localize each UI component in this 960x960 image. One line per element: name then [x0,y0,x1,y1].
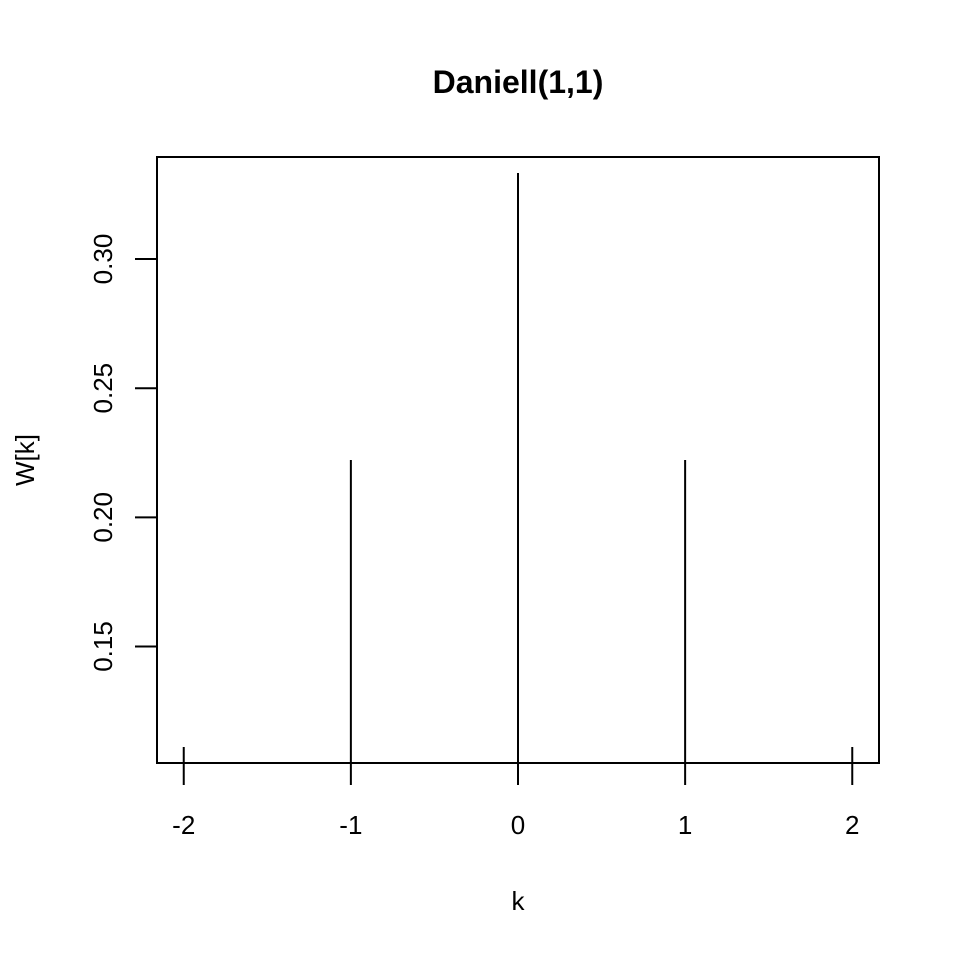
y-tick-label: 0.30 [88,234,118,285]
x-tick-label: 1 [678,810,692,840]
y-tick-label: 0.20 [88,492,118,543]
x-tick-label: -2 [172,810,195,840]
data-marks [182,173,854,763]
x-axis: -2 -1 0 1 2 [172,763,859,840]
x-axis-label: k [512,886,526,916]
x-tick-label: -1 [339,810,362,840]
x-tick-label: 0 [511,810,525,840]
y-tick-label: 0.25 [88,363,118,414]
chart-title: Daniell(1,1) [433,64,604,100]
y-axis-label: W[k] [10,434,40,486]
y-axis: 0.15 0.20 0.25 0.30 [88,234,157,672]
y-tick-label: 0.15 [88,621,118,672]
x-tick-label: 2 [845,810,859,840]
